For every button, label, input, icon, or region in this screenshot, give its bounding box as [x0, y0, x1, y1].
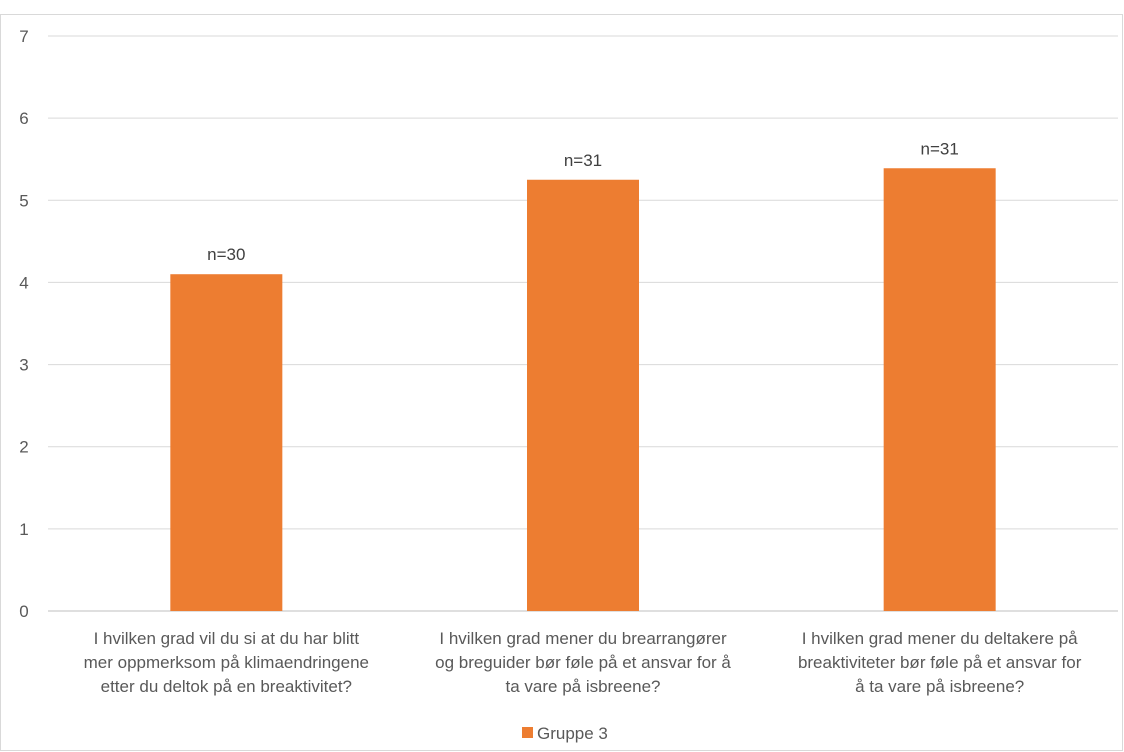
x-tick-label: ta vare på isbreene?	[506, 677, 661, 696]
data-label: n=31	[564, 151, 602, 170]
y-tick-label: 2	[19, 438, 28, 457]
x-tick-label: I hvilken grad vil du si at du har blitt	[94, 629, 360, 648]
data-label: n=30	[207, 245, 245, 264]
x-tick-label: I hvilken grad mener du brearrangører	[439, 629, 727, 648]
y-tick-label: 6	[19, 109, 28, 128]
bar-3	[883, 168, 996, 611]
y-tick-label: 4	[19, 273, 28, 292]
bar-2	[527, 179, 639, 611]
y-tick-label: 1	[19, 520, 28, 539]
y-tick-label: 7	[19, 27, 28, 46]
x-tick-label: etter du deltok på en breaktivitet?	[101, 677, 352, 696]
y-tick-label: 0	[19, 602, 28, 621]
x-tick-label: å ta vare på isbreene?	[855, 677, 1024, 696]
y-tick-label: 5	[19, 191, 28, 210]
bar-1	[170, 274, 283, 611]
x-tick-label: I hvilken grad mener du deltakere på	[802, 629, 1078, 648]
chart-frame	[0, 14, 1123, 751]
x-tick-label: breaktiviteter bør føle på et ansvar for	[798, 653, 1082, 672]
x-tick-label: og breguider bør føle på et ansvar for å	[435, 653, 731, 672]
legend-label: Gruppe 3	[537, 724, 608, 743]
y-tick-label: 3	[19, 356, 28, 375]
x-tick-label: mer oppmerksom på klimaendringene	[84, 653, 369, 672]
legend-swatch	[522, 727, 533, 738]
data-label: n=31	[921, 139, 959, 158]
